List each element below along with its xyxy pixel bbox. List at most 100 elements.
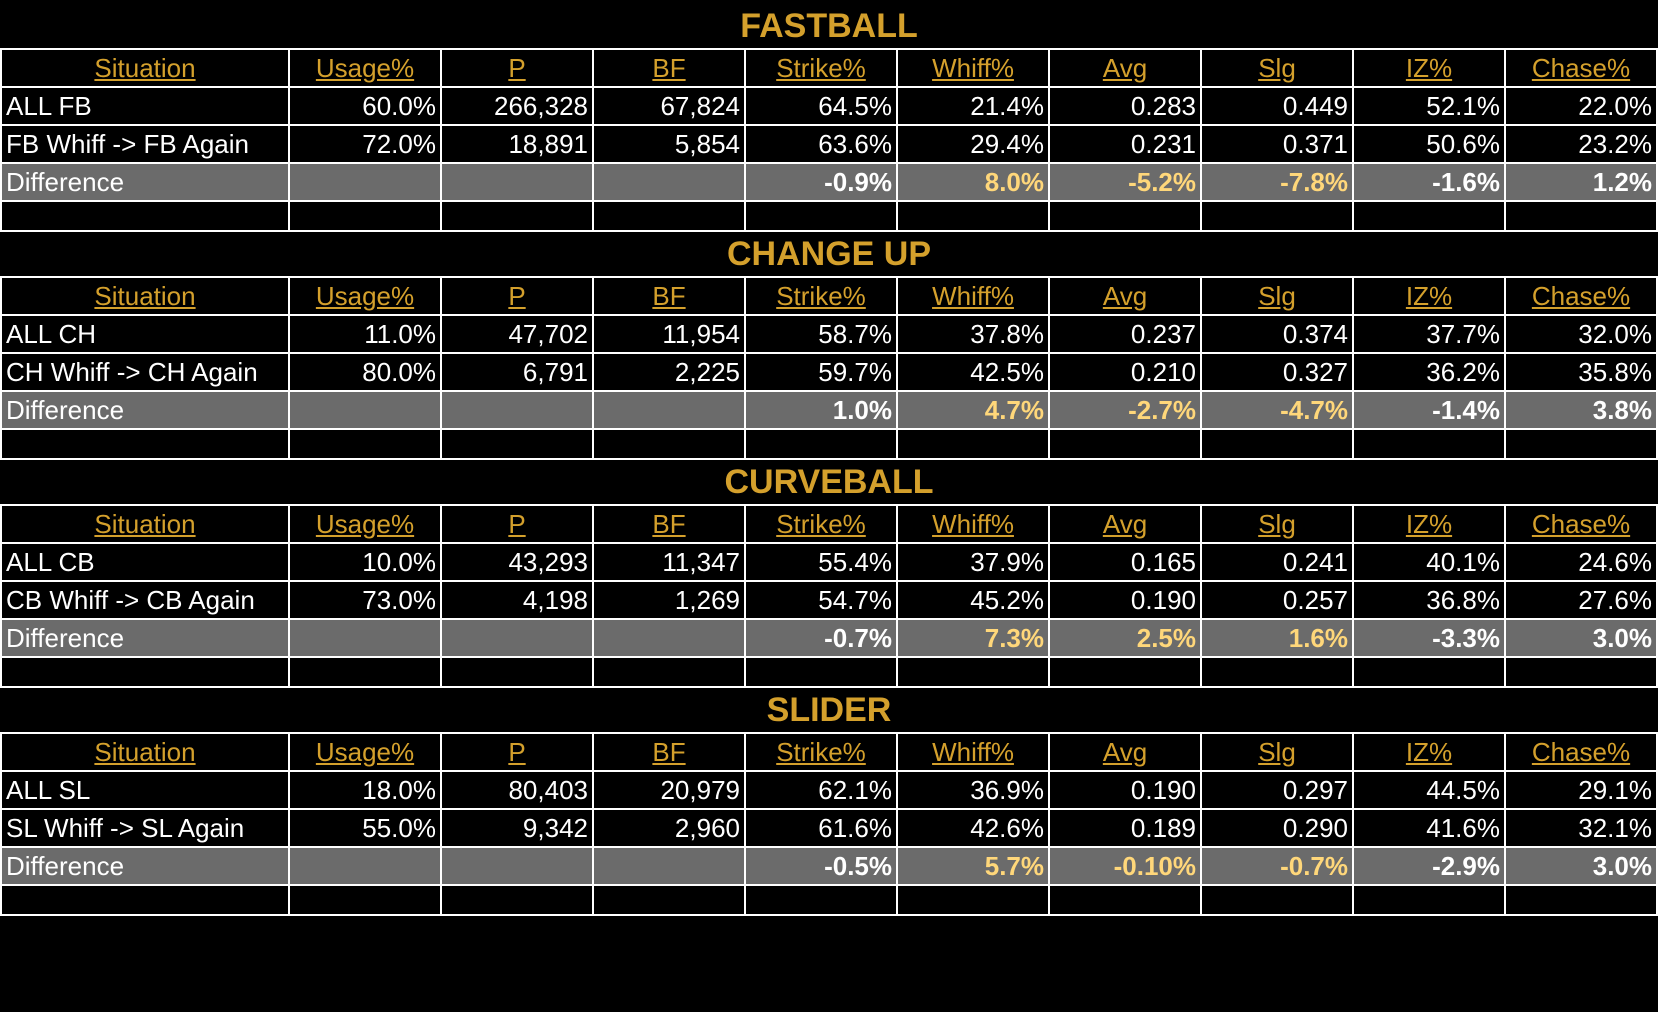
header-iz[interactable]: IZ% [1352,504,1506,544]
empty-cell[interactable] [0,884,290,916]
cell-iz[interactable]: 41.6% [1352,808,1506,848]
header-usage[interactable]: Usage% [288,732,442,772]
diff-cell-chase[interactable]: 1.2% [1504,162,1658,202]
header-strike[interactable]: Strike% [744,48,898,88]
diff-cell-avg[interactable]: 2.5% [1048,618,1202,658]
cell-chase[interactable]: 23.2% [1504,124,1658,164]
header-usage[interactable]: Usage% [288,48,442,88]
cell-strike[interactable]: 63.6% [744,124,898,164]
cell-iz[interactable]: 50.6% [1352,124,1506,164]
cell-strike[interactable]: 64.5% [744,86,898,126]
cell-slg[interactable]: 0.449 [1200,86,1354,126]
diff-cell-p[interactable] [440,162,594,202]
empty-cell[interactable] [592,428,746,460]
empty-cell[interactable] [440,200,594,232]
cell-p[interactable]: 266,328 [440,86,594,126]
cell-usage[interactable]: 73.0% [288,580,442,620]
header-slg[interactable]: Slg [1200,732,1354,772]
header-whiff[interactable]: Whiff% [896,276,1050,316]
header-bf[interactable]: BF [592,48,746,88]
cell-avg[interactable]: 0.237 [1048,314,1202,354]
header-slg[interactable]: Slg [1200,276,1354,316]
empty-cell[interactable] [1352,884,1506,916]
header-strike[interactable]: Strike% [744,732,898,772]
empty-cell[interactable] [1504,884,1658,916]
cell-avg[interactable]: 0.210 [1048,352,1202,392]
header-avg[interactable]: Avg [1048,732,1202,772]
cell-strike[interactable]: 55.4% [744,542,898,582]
cell-p[interactable]: 4,198 [440,580,594,620]
cell-bf[interactable]: 67,824 [592,86,746,126]
cell-p[interactable]: 47,702 [440,314,594,354]
cell-slg[interactable]: 0.290 [1200,808,1354,848]
header-p[interactable]: P [440,48,594,88]
cell-usage[interactable]: 80.0% [288,352,442,392]
diff-cell-p[interactable] [440,618,594,658]
cell-p[interactable]: 6,791 [440,352,594,392]
diff-cell-avg[interactable]: -2.7% [1048,390,1202,430]
empty-cell[interactable] [1200,200,1354,232]
header-chase[interactable]: Chase% [1504,48,1658,88]
cell-avg[interactable]: 0.231 [1048,124,1202,164]
empty-cell[interactable] [288,656,442,688]
empty-cell[interactable] [592,200,746,232]
cell-chase[interactable]: 29.1% [1504,770,1658,810]
empty-cell[interactable] [0,428,290,460]
diff-cell-usage[interactable] [288,162,442,202]
cell-iz[interactable]: 36.8% [1352,580,1506,620]
empty-cell[interactable] [1048,428,1202,460]
diff-cell-whiff[interactable]: 8.0% [896,162,1050,202]
cell-strike[interactable]: 59.7% [744,352,898,392]
cell-chase[interactable]: 32.0% [1504,314,1658,354]
empty-cell[interactable] [1504,428,1658,460]
diff-cell-iz[interactable]: -3.3% [1352,618,1506,658]
cell-iz[interactable]: 37.7% [1352,314,1506,354]
diff-cell-strike[interactable]: 1.0% [744,390,898,430]
diff-cell-strike[interactable]: -0.9% [744,162,898,202]
empty-cell[interactable] [896,200,1050,232]
cell-avg[interactable]: 0.283 [1048,86,1202,126]
header-strike[interactable]: Strike% [744,276,898,316]
diff-cell-whiff[interactable]: 5.7% [896,846,1050,886]
empty-cell[interactable] [1200,884,1354,916]
cell-whiff[interactable]: 21.4% [896,86,1050,126]
diff-cell-usage[interactable] [288,618,442,658]
header-chase[interactable]: Chase% [1504,504,1658,544]
cell-bf[interactable]: 11,954 [592,314,746,354]
diff-cell-usage[interactable] [288,846,442,886]
cell-bf[interactable]: 1,269 [592,580,746,620]
cell-whiff[interactable]: 37.8% [896,314,1050,354]
cell-slg[interactable]: 0.297 [1200,770,1354,810]
cell-avg[interactable]: 0.189 [1048,808,1202,848]
header-iz[interactable]: IZ% [1352,48,1506,88]
cell-whiff[interactable]: 36.9% [896,770,1050,810]
header-whiff[interactable]: Whiff% [896,504,1050,544]
empty-cell[interactable] [440,428,594,460]
diff-cell-slg[interactable]: -4.7% [1200,390,1354,430]
cell-situation[interactable]: ALL FB [0,86,290,126]
empty-cell[interactable] [288,428,442,460]
diff-cell-chase[interactable]: 3.0% [1504,618,1658,658]
header-chase[interactable]: Chase% [1504,732,1658,772]
diff-cell-bf[interactable] [592,846,746,886]
empty-cell[interactable] [1352,200,1506,232]
cell-avg[interactable]: 0.190 [1048,770,1202,810]
diff-cell-p[interactable] [440,390,594,430]
empty-cell[interactable] [896,656,1050,688]
cell-situation[interactable]: CB Whiff -> CB Again [0,580,290,620]
empty-cell[interactable] [744,200,898,232]
empty-cell[interactable] [744,428,898,460]
diff-cell-avg[interactable]: -5.2% [1048,162,1202,202]
empty-cell[interactable] [440,656,594,688]
cell-strike[interactable]: 62.1% [744,770,898,810]
cell-bf[interactable]: 2,960 [592,808,746,848]
header-usage[interactable]: Usage% [288,276,442,316]
diff-cell-bf[interactable] [592,390,746,430]
diff-cell-strike[interactable]: -0.5% [744,846,898,886]
header-avg[interactable]: Avg [1048,504,1202,544]
empty-cell[interactable] [744,656,898,688]
empty-cell[interactable] [896,884,1050,916]
empty-cell[interactable] [1504,656,1658,688]
empty-cell[interactable] [0,656,290,688]
cell-whiff[interactable]: 37.9% [896,542,1050,582]
